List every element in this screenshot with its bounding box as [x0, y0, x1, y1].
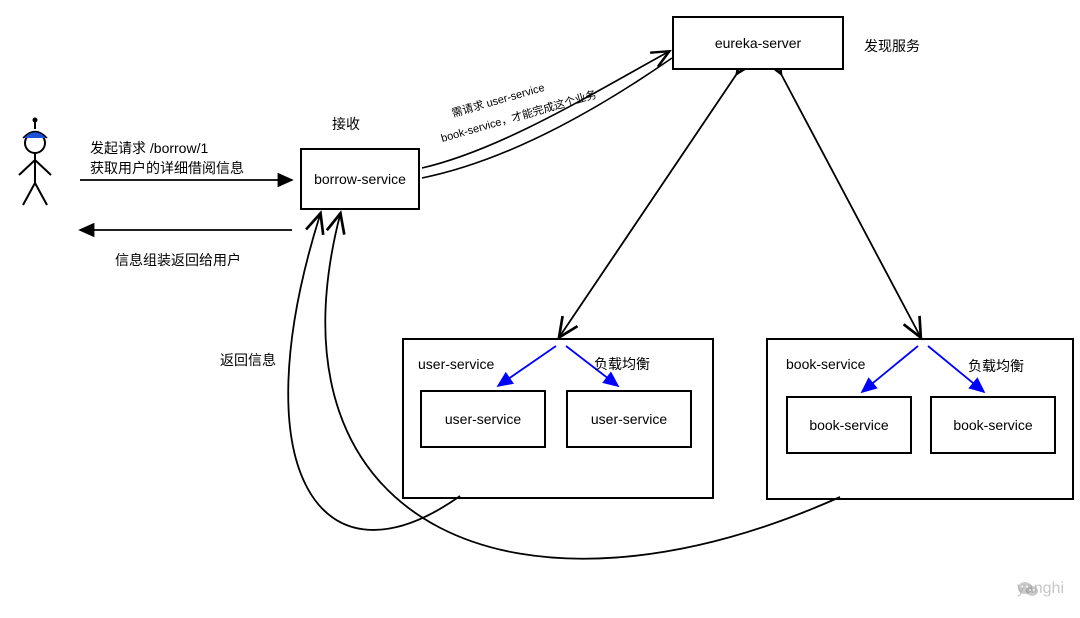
group-user-title: user-service — [418, 356, 494, 372]
label-request-2: 获取用户的详细借阅信息 — [90, 158, 244, 178]
node-user-service-1: user-service — [420, 390, 546, 448]
actor-user — [19, 118, 51, 206]
watermark: yanghi — [1017, 580, 1064, 598]
label-discover: 发现服务 — [864, 36, 920, 56]
node-book-service-2: book-service — [930, 396, 1056, 454]
node-borrow-service: borrow-service — [300, 148, 420, 210]
label-lb-book: 负载均衡 — [968, 356, 1024, 376]
label-response-back: 信息组装返回给用户 — [115, 250, 241, 270]
arrow-eureka-book — [780, 72, 920, 336]
wechat-icon — [1017, 580, 1039, 598]
group-book-title: book-service — [786, 356, 865, 372]
node-book-service-1: book-service — [786, 396, 912, 454]
label-return-info: 返回信息 — [220, 350, 276, 370]
label-lb-user: 负载均衡 — [594, 354, 650, 374]
node-user-service-2: user-service — [566, 390, 692, 448]
label-request-1: 发起请求 /borrow/1 — [90, 138, 208, 158]
node-eureka-server: eureka-server — [672, 16, 844, 70]
label-receive: 接收 — [332, 114, 360, 134]
